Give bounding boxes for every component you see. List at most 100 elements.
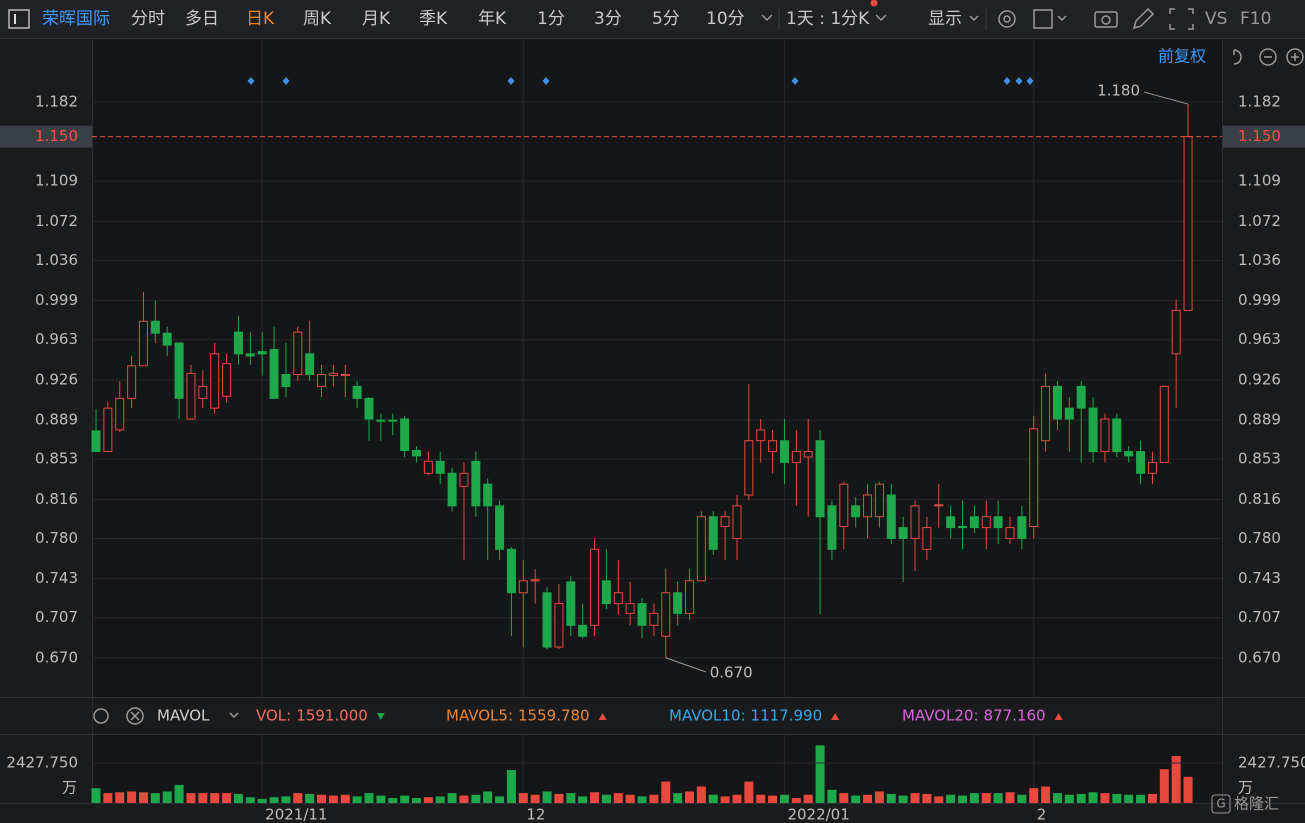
pencil-icon[interactable] [1132, 7, 1155, 30]
volume-panel [92, 735, 1222, 803]
volume-bar [423, 797, 433, 803]
candle-body [1005, 527, 1015, 539]
candle-body [732, 505, 742, 539]
period-tab[interactable]: 日K [246, 9, 275, 29]
current-price-box [0, 125, 92, 148]
volume-bar [958, 795, 968, 803]
y-tick-label: 0.963 [35, 330, 78, 348]
candle-body [791, 451, 801, 463]
volume-bar [934, 796, 944, 803]
adjust-mode[interactable]: 前复权 [1158, 47, 1206, 66]
y-tick-label: 0.780 [1238, 529, 1281, 547]
indicator-value: 1117.990 [751, 707, 823, 725]
volume-bar [1159, 769, 1169, 803]
candle-body [1100, 418, 1110, 453]
chevron[interactable] [229, 712, 239, 719]
period-tabs: 分时 多日 日K 周K 月K 季K 年K 1分 3分 5分 10分 [131, 9, 745, 29]
zoom-out-icon[interactable] [1259, 48, 1277, 66]
menu-icon[interactable] [8, 9, 30, 29]
volume-bar [447, 793, 457, 803]
candle-body [257, 351, 267, 355]
candle-body [601, 580, 611, 605]
indicator-close-icon[interactable] [126, 707, 144, 725]
candle-body [969, 516, 979, 529]
event-marker[interactable] [1015, 77, 1023, 85]
reset-icon[interactable] [1233, 49, 1242, 65]
fullscreen-icon[interactable] [1169, 8, 1194, 30]
volume-bar [518, 793, 528, 803]
period-tab[interactable]: 月K [362, 9, 391, 29]
volume-bar [186, 793, 196, 803]
volume-bar [696, 786, 706, 803]
volume-bar [222, 793, 232, 803]
y-tick-label: 1.182 [35, 92, 78, 110]
candle-body [993, 516, 1003, 529]
candle-body [863, 494, 873, 518]
y-tick-label: 1.072 [35, 212, 78, 230]
indicator-value: 1591.000 [296, 707, 368, 725]
x-tick-label: 12 [526, 806, 545, 823]
x-tick-label: 2022/01 [787, 806, 849, 823]
chevron[interactable] [1057, 15, 1067, 22]
volume-bar [779, 794, 789, 803]
volume-bar [922, 793, 932, 803]
y-tick-label: 0.670 [35, 648, 78, 666]
stock-name[interactable]: 荣晖国际 [42, 9, 110, 29]
event-marker[interactable] [791, 77, 799, 85]
volume-bar [293, 793, 303, 803]
candle-body [542, 592, 552, 648]
indicator-name[interactable]: MAVOL [157, 707, 210, 725]
volume-bar [198, 793, 208, 803]
volume-bar [411, 798, 421, 803]
period-tab[interactable]: 季K [419, 9, 448, 29]
indicator-value: 1559.780 [518, 707, 590, 725]
y-tick-label: 1.109 [1238, 172, 1281, 190]
event-marker[interactable] [507, 77, 515, 85]
interval-select[interactable]: 1天 : 1分K [786, 9, 870, 29]
period-tab[interactable]: 1分 [537, 9, 565, 29]
candle-body [625, 603, 635, 614]
volume-bar [376, 795, 386, 803]
chevron[interactable] [875, 14, 887, 22]
y-tick-label: 0.999 [35, 291, 78, 309]
y-tick-label: 0.780 [35, 529, 78, 547]
period-tab[interactable]: 5分 [652, 9, 680, 29]
event-marker[interactable] [1003, 77, 1011, 85]
candle-body [1041, 385, 1051, 442]
candle-body [174, 342, 184, 399]
period-tab[interactable]: 周K [303, 9, 332, 29]
volume-bar [257, 798, 267, 803]
f10-button[interactable]: F10 [1240, 9, 1271, 29]
camera-icon[interactable] [1094, 11, 1118, 28]
event-marker[interactable] [1026, 77, 1034, 85]
period-tab[interactable]: 10分 [706, 9, 745, 29]
candle-body [495, 505, 505, 550]
period-tab[interactable]: 年K [478, 9, 507, 29]
display-menu[interactable]: 显示 [928, 9, 962, 29]
candle-body [1147, 461, 1157, 474]
volume-bar [1136, 794, 1146, 803]
current-price-box [1223, 125, 1305, 148]
trend-arrow [598, 713, 607, 720]
event-marker[interactable] [247, 77, 255, 85]
chevron[interactable] [969, 15, 979, 22]
period-tab[interactable]: 多日 [185, 9, 219, 29]
chevron[interactable] [761, 14, 773, 22]
volume-bar [127, 791, 137, 803]
candle-body [162, 332, 172, 346]
draw-box-icon[interactable] [1033, 9, 1053, 29]
volume-bar [720, 796, 730, 803]
event-markers [247, 77, 1034, 85]
period-tab[interactable]: 分时 [131, 9, 165, 29]
vs-button[interactable]: VS [1205, 9, 1227, 29]
settings-icon[interactable] [998, 10, 1016, 28]
candle-body [91, 430, 101, 453]
period-tab[interactable]: 3分 [594, 9, 622, 29]
volume-bar [162, 791, 172, 803]
event-marker[interactable] [542, 77, 550, 85]
zoom-in-icon[interactable] [1286, 48, 1304, 66]
event-marker[interactable] [282, 77, 290, 85]
indicator-settings-icon[interactable] [93, 708, 109, 724]
candle-body [233, 331, 243, 355]
